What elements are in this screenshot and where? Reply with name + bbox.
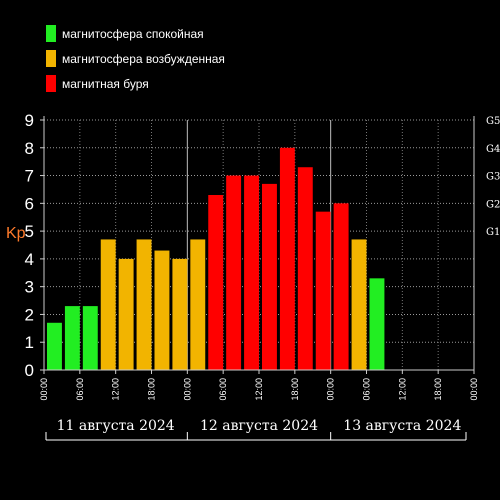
y-tick-label: 4 bbox=[25, 250, 34, 269]
y-tick-label: 9 bbox=[25, 111, 34, 130]
kp-bar bbox=[369, 278, 385, 370]
y-axis-label: Kp bbox=[6, 225, 26, 242]
y-tick-label: 1 bbox=[25, 333, 34, 352]
x-tick-label: 06:00 bbox=[362, 378, 372, 401]
y-tick-label: 2 bbox=[25, 305, 34, 324]
kp-bar bbox=[100, 239, 116, 370]
x-tick-label: 12:00 bbox=[397, 378, 407, 401]
x-tick-label: 00:00 bbox=[469, 378, 479, 401]
kp-bar bbox=[154, 250, 170, 370]
kp-bar bbox=[118, 258, 134, 370]
kp-bar bbox=[226, 175, 242, 370]
legend-swatch-active bbox=[46, 50, 56, 67]
legend-label-quiet: магнитосфера спокойная bbox=[62, 27, 204, 41]
kp-bar bbox=[351, 239, 367, 370]
plot-area: 0 1 2 3 4 5 6 7 8 9 G1 G2 G3 G4 G5 00:00 06:00 12:00 18:00… bbox=[25, 111, 500, 441]
x-tick-label: 00:00 bbox=[326, 378, 336, 401]
kp-bar bbox=[172, 258, 188, 370]
y-tick-label: 3 bbox=[25, 278, 34, 297]
kp-bar bbox=[136, 239, 152, 370]
kp-bar bbox=[244, 175, 259, 370]
y-tick-label: 0 bbox=[25, 361, 34, 380]
x-tick-label: 18:00 bbox=[290, 378, 300, 401]
legend-label-storm: магнитная буря bbox=[62, 77, 149, 91]
y-tick-label: 5 bbox=[25, 222, 34, 241]
g-scale-label: G5 bbox=[486, 116, 500, 127]
y-tick-label: 6 bbox=[25, 194, 34, 213]
g-scale-label: G2 bbox=[486, 199, 500, 210]
x-tick-label: 12:00 bbox=[254, 378, 264, 401]
kp-bar bbox=[262, 183, 277, 370]
kp-bar bbox=[190, 239, 206, 370]
g-scale-label: G4 bbox=[486, 144, 500, 155]
kp-bar bbox=[315, 211, 331, 370]
day-label: 13 августа 2024 bbox=[343, 418, 461, 434]
x-tick-label: 00:00 bbox=[182, 378, 192, 401]
x-tick-label: 06:00 bbox=[218, 378, 228, 401]
legend: магнитосфера спокойная магнитосфера возб… bbox=[46, 25, 225, 92]
legend-swatch-storm bbox=[46, 75, 56, 92]
x-tick-label: 06:00 bbox=[75, 378, 85, 401]
x-tick-label: 00:00 bbox=[39, 378, 49, 401]
kp-bar bbox=[64, 306, 80, 370]
day-label: 11 августа 2024 bbox=[57, 418, 175, 434]
x-tick-label: 18:00 bbox=[147, 378, 157, 401]
kp-bar bbox=[47, 322, 62, 370]
legend-label-active: магнитосфера возбужденная bbox=[62, 52, 225, 66]
day-label: 12 августа 2024 bbox=[200, 418, 318, 434]
kp-bar bbox=[333, 203, 349, 370]
kp-bar bbox=[208, 195, 224, 370]
y-tick-label: 8 bbox=[25, 139, 34, 158]
kp-bar bbox=[297, 167, 313, 370]
kp-bar bbox=[82, 306, 98, 370]
x-tick-label: 18:00 bbox=[433, 378, 443, 401]
y-tick-label: 7 bbox=[25, 167, 34, 186]
legend-swatch-quiet bbox=[46, 25, 56, 42]
kp-bar bbox=[279, 147, 295, 370]
x-tick-label: 12:00 bbox=[111, 378, 121, 401]
g-scale-label: G3 bbox=[486, 172, 500, 183]
g-scale-label: G1 bbox=[486, 227, 500, 238]
